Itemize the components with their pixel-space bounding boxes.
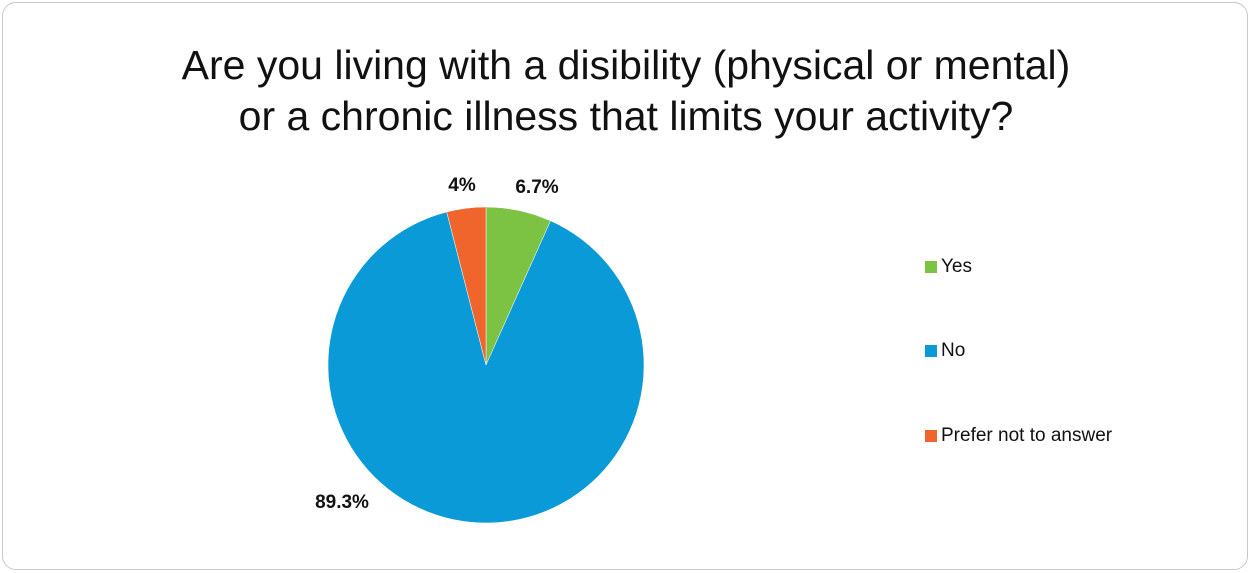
data-label-prefer-not: 4%	[448, 175, 476, 196]
legend-item-no: No	[925, 340, 965, 362]
chart-title-line-2: or a chronic illness that limits your ac…	[238, 93, 1014, 139]
pie-slice-no	[327, 211, 645, 524]
legend-item-prefer-not: Prefer not to answer	[925, 425, 1112, 447]
data-label-yes: 6.7%	[515, 177, 558, 198]
legend-swatch-yes	[925, 261, 937, 273]
legend-swatch-prefer-not	[925, 430, 937, 442]
legend-swatch-no	[925, 345, 937, 357]
legend-label-prefer-not: Prefer not to answer	[941, 425, 1113, 446]
pie-slice-prefer-not	[446, 206, 487, 366]
data-label-no: 89.3%	[315, 492, 369, 513]
chart-title: Are you living with a disibility (physic…	[0, 40, 1252, 142]
chart-title-line-1: Are you living with a disibility (physic…	[181, 42, 1071, 88]
legend-label-yes: Yes	[941, 256, 972, 277]
legend-label-no: No	[941, 340, 966, 361]
legend-item-yes: Yes	[925, 256, 972, 278]
